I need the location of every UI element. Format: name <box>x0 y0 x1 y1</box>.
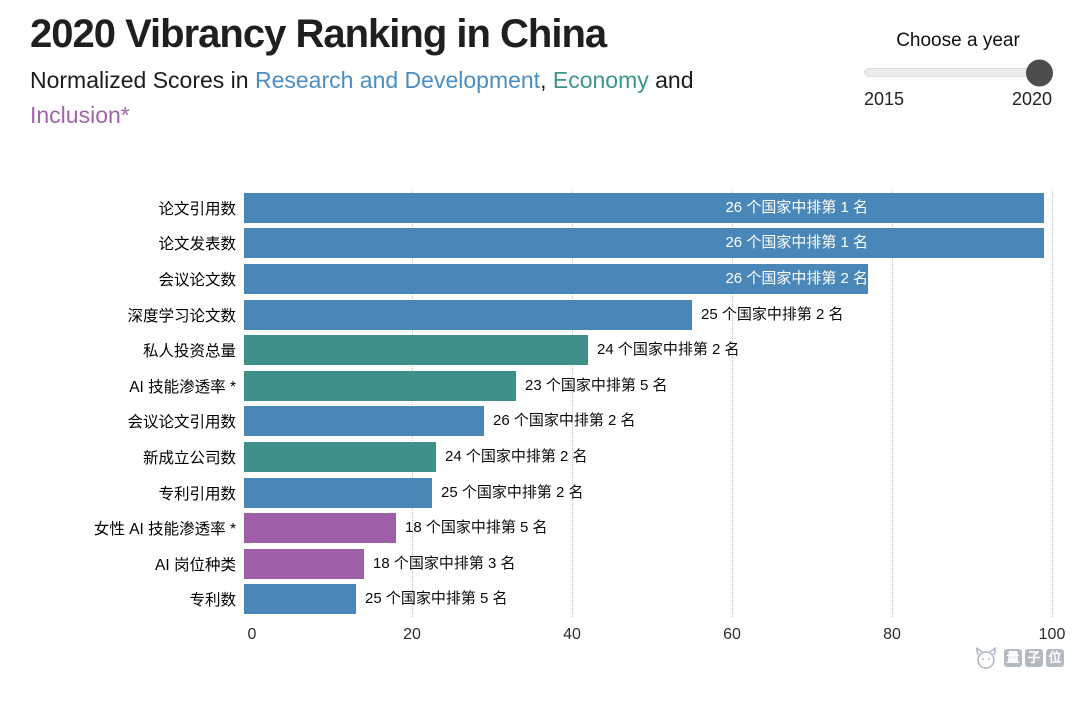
slider-handle[interactable] <box>1026 59 1053 86</box>
category-label: 深度学习论文数 <box>127 307 236 325</box>
rows: 论文引用数 26 个国家中排第 1 名论文发表数 26 个国家中排第 1 名会议论文… <box>30 190 1052 617</box>
grid-layer <box>252 190 1053 617</box>
category-label: 会议论文数 <box>158 271 236 289</box>
category-label: AI 技能渗透率 * <box>129 378 236 396</box>
bar-area: 25 个国家中排第 5 名 <box>244 584 1044 615</box>
subtitle-inclusion: Inclusion* <box>30 102 130 128</box>
slider-min-label: 2015 <box>864 89 905 109</box>
bar[interactable] <box>244 192 1044 223</box>
rank-label: 26 个国家中排第 1 名 <box>725 198 868 216</box>
category-label: 会议论文引用数 <box>127 414 236 432</box>
chart-row: 新成立公司数 24 个国家中排第 2 名 <box>30 439 1052 475</box>
bar-area: 26 个国家中排第 2 名 <box>244 263 1044 294</box>
subtitle-line-1: Normalized Scores in Research and Develo… <box>30 63 870 98</box>
bar[interactable] <box>244 263 868 294</box>
bar[interactable] <box>244 477 432 508</box>
gridline <box>1052 190 1053 617</box>
chart-row: 会议论文数 26 个国家中排第 2 名 <box>30 261 1052 297</box>
slider-ends: 2015 2020 <box>864 89 1052 110</box>
subtitle-prefix: Normalized Scores in <box>30 67 255 93</box>
x-tick-label: 100 <box>1038 626 1066 644</box>
rank-label: 18 个国家中排第 3 名 <box>373 554 516 572</box>
bar[interactable] <box>244 406 484 437</box>
bar[interactable] <box>244 548 364 579</box>
bar[interactable] <box>244 441 436 472</box>
category-label: 新成立公司数 <box>142 449 236 467</box>
bar[interactable] <box>244 584 356 615</box>
bar-chart: 论文引用数 26 个国家中排第 1 名论文发表数 26 个国家中排第 1 名会议论文… <box>30 190 1066 650</box>
subtitle-economy: Economy <box>552 67 649 93</box>
bar-area: 25 个国家中排第 2 名 <box>244 299 1044 330</box>
rank-label: 18 个国家中排第 5 名 <box>405 519 548 537</box>
rank-label: 25 个国家中排第 2 名 <box>441 483 584 501</box>
chart-row: 论文发表数 26 个国家中排第 1 名 <box>30 226 1052 262</box>
bar[interactable] <box>244 513 396 544</box>
watermark-char: 量 <box>1004 649 1022 667</box>
bar-area: 24 个国家中排第 2 名 <box>244 335 1044 366</box>
rank-label: 26 个国家中排第 2 名 <box>725 269 868 287</box>
rank-label: 25 个国家中排第 2 名 <box>701 305 844 323</box>
category-label: 专利数 <box>189 592 236 610</box>
rank-label: 23 个国家中排第 5 名 <box>525 376 668 394</box>
chart-row: 专利数 25 个国家中排第 5 名 <box>30 582 1052 618</box>
subtitle-comma: , <box>540 67 553 93</box>
bar-area: 18 个国家中排第 5 名 <box>244 513 1044 544</box>
watermark-char: 位 <box>1046 649 1064 667</box>
bar-area: 26 个国家中排第 1 名 <box>244 228 1044 259</box>
bar-area: 24 个国家中排第 2 名 <box>244 441 1044 472</box>
x-tick-label: 0 <box>247 626 257 644</box>
bar-area: 18 个国家中排第 3 名 <box>244 548 1044 579</box>
chart-row: 会议论文引用数 26 个国家中排第 2 名 <box>30 404 1052 440</box>
category-label: 私人投资总量 <box>142 343 236 361</box>
watermark-char: 子 <box>1025 649 1043 667</box>
bar[interactable] <box>244 335 588 366</box>
x-tick-label: 80 <box>883 626 901 644</box>
subtitle-and: and <box>648 67 694 93</box>
year-slider: Choose a year 2015 2020 <box>864 30 1053 110</box>
x-tick-label: 60 <box>723 626 741 644</box>
chart-row: 私人投资总量 24 个国家中排第 2 名 <box>30 332 1052 368</box>
chart-row: AI 技能渗透率 * 23 个国家中排第 5 名 <box>30 368 1052 404</box>
subtitle: Normalized Scores in Research and Develo… <box>30 63 870 133</box>
subtitle-rd: Research and Development <box>254 67 541 93</box>
slider-max-label: 2020 <box>1011 89 1052 109</box>
slider-label: Choose a year <box>896 30 1020 51</box>
watermark-chars: 量子位 <box>1004 649 1064 667</box>
gridline <box>572 190 573 617</box>
rank-label: 26 个国家中排第 1 名 <box>725 234 868 252</box>
bar-area: 26 个国家中排第 1 名 <box>244 192 1044 223</box>
gridline <box>732 190 733 617</box>
rank-label: 24 个国家中排第 2 名 <box>445 447 588 465</box>
watermark: 量子位 <box>972 646 1064 670</box>
gridline <box>412 190 413 617</box>
chart-row: AI 岗位种类 18 个国家中排第 3 名 <box>30 546 1052 582</box>
rank-label: 25 个国家中排第 5 名 <box>365 590 508 608</box>
bar[interactable] <box>244 299 692 330</box>
rank-label: 26 个国家中排第 2 名 <box>493 412 636 430</box>
chart-row: 深度学习论文数 25 个国家中排第 2 名 <box>30 297 1052 333</box>
bar[interactable] <box>244 370 516 401</box>
qbitai-cat-icon <box>975 647 997 669</box>
chart-row: 专利引用数 25 个国家中排第 2 名 <box>30 475 1052 511</box>
category-label: AI 岗位种类 <box>155 556 236 574</box>
bar-area: 26 个国家中排第 2 名 <box>244 406 1044 437</box>
category-label: 论文发表数 <box>158 236 236 254</box>
slider-track[interactable] <box>864 59 1053 86</box>
page-title: 2020 Vibrancy Ranking in China <box>30 12 607 56</box>
chart-row: 论文引用数 26 个国家中排第 1 名 <box>30 190 1052 226</box>
x-tick-label: 20 <box>403 626 421 644</box>
gridline <box>892 190 893 617</box>
rank-label: 24 个国家中排第 2 名 <box>597 341 740 359</box>
subtitle-line-2: Inclusion* <box>30 98 870 133</box>
bar-area: 23 个国家中排第 5 名 <box>244 370 1044 401</box>
bar-area: 25 个国家中排第 2 名 <box>244 477 1044 508</box>
x-tick-label: 40 <box>563 626 581 644</box>
category-label: 专利引用数 <box>158 485 236 503</box>
category-label: 论文引用数 <box>158 200 236 218</box>
header: 2020 Vibrancy Ranking in China Normalize… <box>30 12 870 133</box>
category-label: 女性 AI 技能渗透率 * <box>93 521 236 539</box>
bar[interactable] <box>244 228 1044 259</box>
x-axis: 0 20 40 60 80 100 <box>248 626 1066 650</box>
chart-row: 女性 AI 技能渗透率 * 18 个国家中排第 5 名 <box>30 510 1052 546</box>
